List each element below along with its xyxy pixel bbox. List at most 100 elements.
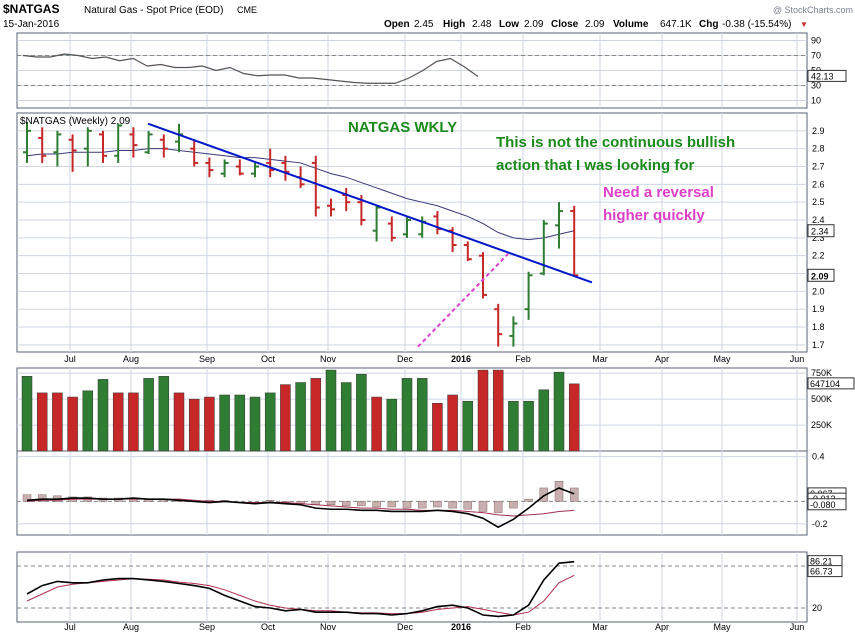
volume-bar xyxy=(188,398,200,452)
volume-bar xyxy=(82,390,94,452)
macd-histogram-bar xyxy=(326,501,336,506)
volume-bar xyxy=(401,378,413,452)
volume-bar xyxy=(36,392,48,452)
volume-bar xyxy=(416,378,428,452)
x-tick-label: May xyxy=(713,622,731,632)
ohlc-bar xyxy=(403,216,411,238)
volume-bar xyxy=(538,389,550,452)
price-tick-label: 1.7 xyxy=(812,340,825,350)
x-tick-label: May xyxy=(713,354,731,364)
comment-line-1: This is not the continuous bullish xyxy=(496,134,735,151)
ohlc-bar xyxy=(159,134,168,158)
panel-sto xyxy=(16,551,808,623)
ohlc-bar xyxy=(509,316,518,347)
volume-bar xyxy=(356,373,367,452)
volume-bar xyxy=(143,378,154,452)
ohlc-bar xyxy=(266,148,275,178)
ohlc-bar xyxy=(494,303,503,347)
close-label: Close xyxy=(551,19,579,30)
rsi-value-label: 42.13 xyxy=(811,71,834,81)
ohlc-bar xyxy=(38,127,47,163)
x-tick-label: Oct xyxy=(261,622,276,632)
volume-bar xyxy=(234,394,246,452)
macd-histogram-bar xyxy=(463,501,473,510)
price-tick-label: 1.9 xyxy=(812,304,825,314)
volume-bar xyxy=(264,392,276,452)
ohlc-bar xyxy=(251,162,259,178)
price-tick-label: 2.5 xyxy=(812,197,825,207)
volume-label: Volume xyxy=(613,19,649,30)
close-value: 2.09 xyxy=(585,19,605,30)
rsi-value-box xyxy=(807,69,847,82)
volume-bar xyxy=(432,403,443,452)
macd-histogram-bar xyxy=(357,501,366,507)
stoch-value-label: 86.21 xyxy=(810,557,833,567)
volume-tick-label: 750K xyxy=(811,368,832,378)
price-tick-label: 2.0 xyxy=(812,286,825,296)
volume-bar xyxy=(97,379,109,452)
volume-tick-label: 250K xyxy=(811,420,832,430)
volume-tick-label: 500K xyxy=(811,394,832,404)
x-tick-label: Aug xyxy=(123,622,139,632)
volume-bar xyxy=(325,369,337,452)
macd-histogram-bar xyxy=(554,480,564,502)
macd-histogram-bar xyxy=(417,501,427,509)
x-tick-label: Sep xyxy=(199,354,215,364)
macd-histogram-bar xyxy=(372,501,381,508)
price-tick-label: 2.8 xyxy=(812,144,825,154)
x-tick-label: Oct xyxy=(261,354,276,364)
ohlc-bar xyxy=(281,155,290,181)
volume-bar xyxy=(508,400,519,452)
ohlc-bar xyxy=(235,159,244,176)
volume-bar xyxy=(340,382,352,452)
macd-value-box xyxy=(807,498,847,511)
macd-histogram-bar xyxy=(493,501,503,513)
x-tick-label: Dec xyxy=(397,354,414,364)
rsi-tick-label: 70 xyxy=(811,51,821,61)
rsi-tick-label: 10 xyxy=(811,96,821,106)
open-value: 2.45 xyxy=(414,19,434,30)
ohlc-bar xyxy=(129,127,138,158)
stoch-k-line xyxy=(26,560,575,618)
volume-bar xyxy=(219,394,230,452)
volume-bar xyxy=(310,378,322,452)
x-tick-label: Nov xyxy=(320,622,337,632)
volume-bar xyxy=(173,392,185,452)
x-tick-label: 2016 xyxy=(451,622,471,632)
x-tick-label: Aug xyxy=(123,354,139,364)
volume-bar xyxy=(280,384,291,452)
comment-line-2: action that I was looking for xyxy=(496,157,695,174)
macd-histogram-bar xyxy=(448,501,457,509)
price-tick-label: 2.6 xyxy=(812,179,825,189)
ohlc-bar xyxy=(23,121,31,163)
price-tick-label: 2.3 xyxy=(812,233,825,243)
volume-bar xyxy=(477,369,489,452)
low-value: 2.09 xyxy=(524,19,544,30)
exchange-label: CME xyxy=(237,5,257,15)
price-value-box xyxy=(807,224,835,238)
x-tick-label: Mar xyxy=(592,354,608,364)
chart-annotation-title: NATGAS WKLY xyxy=(348,119,457,136)
low-label: Low xyxy=(499,19,519,30)
x-tick-label: Feb xyxy=(515,622,531,632)
volume-bar xyxy=(568,383,580,452)
x-tick-label: Sep xyxy=(199,622,215,632)
volume-bar xyxy=(553,371,565,452)
price-tick-label: 2.9 xyxy=(812,126,825,136)
volume-bar xyxy=(52,392,63,452)
volume-bar xyxy=(447,394,458,452)
open-label: Open xyxy=(384,19,410,30)
volume-bar xyxy=(462,400,474,452)
macd-histogram-bar xyxy=(387,501,397,508)
macd-histogram-bar xyxy=(539,487,549,502)
volume-value-box xyxy=(807,377,855,390)
volume-bar xyxy=(295,382,306,452)
macd-histogram-bar xyxy=(37,494,47,502)
high-value: 2.48 xyxy=(472,19,492,30)
x-tick-label: Jun xyxy=(790,354,805,364)
x-tick-label: Mar xyxy=(592,622,608,632)
ohlc-bar xyxy=(463,241,472,262)
x-tick-label: Jul xyxy=(64,622,76,632)
ohlc-bar xyxy=(53,130,62,167)
price-tick-label: 1.8 xyxy=(812,322,825,332)
